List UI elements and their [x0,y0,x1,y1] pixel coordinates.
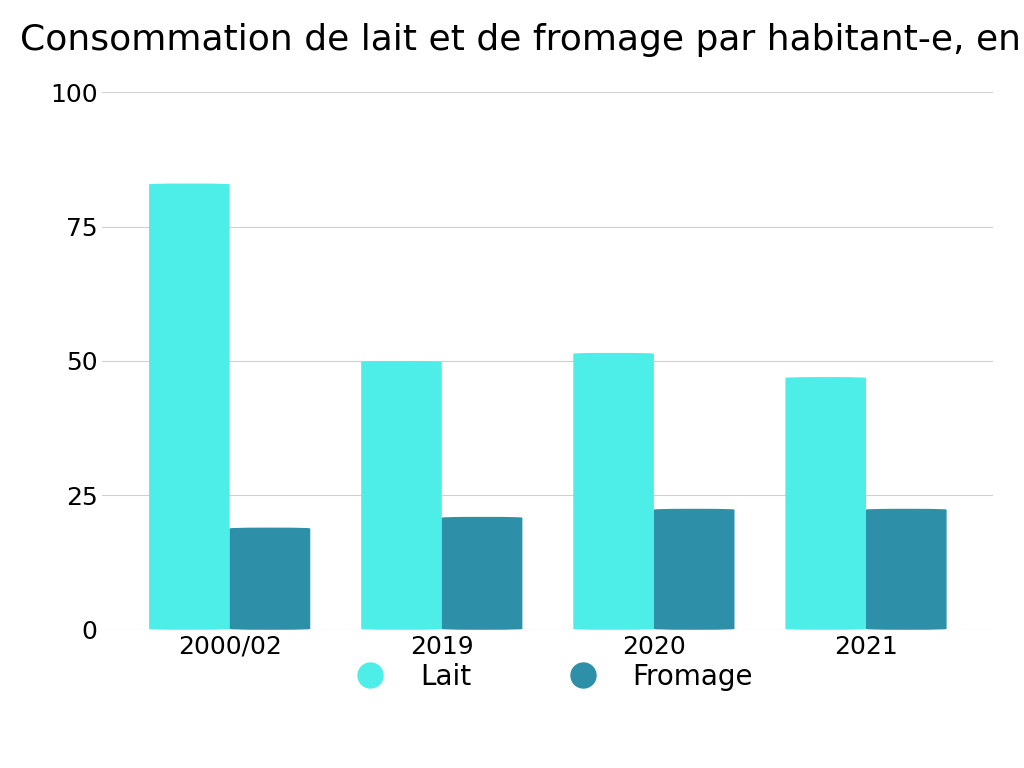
Title: Consommation de lait et de fromage par habitant-e, en kg: Consommation de lait et de fromage par h… [19,24,1024,58]
FancyBboxPatch shape [441,517,522,630]
FancyBboxPatch shape [229,528,310,630]
FancyBboxPatch shape [361,361,441,630]
FancyBboxPatch shape [573,353,654,630]
FancyBboxPatch shape [654,508,734,630]
Legend: Lait, Fromage: Lait, Fromage [332,652,764,702]
FancyBboxPatch shape [150,184,229,630]
FancyBboxPatch shape [866,508,946,630]
FancyBboxPatch shape [785,377,866,630]
